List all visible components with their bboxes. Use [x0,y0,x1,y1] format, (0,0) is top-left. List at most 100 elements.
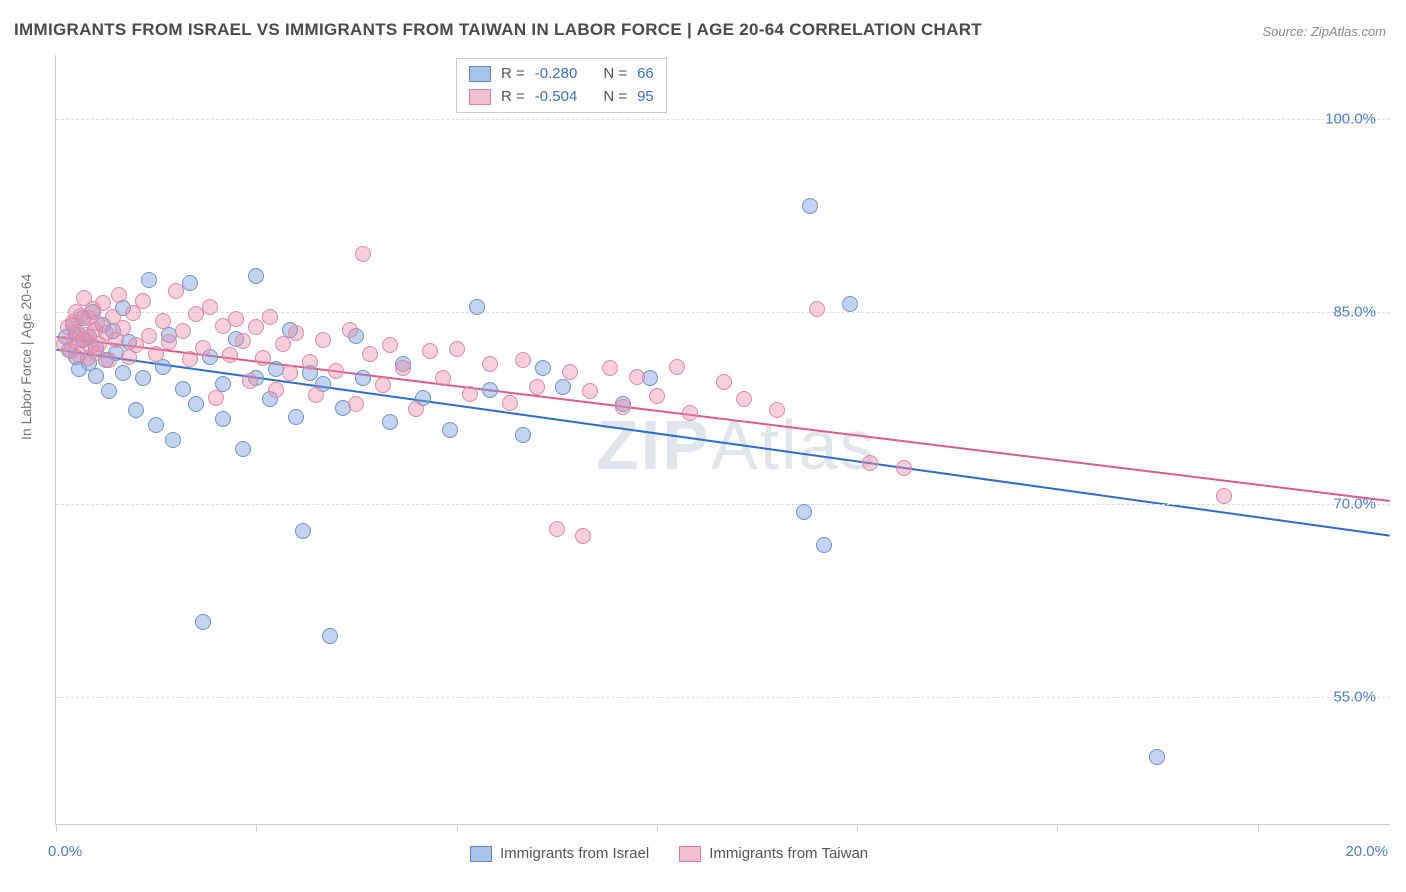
data-point [395,360,411,376]
r-label: R = [501,63,525,86]
correlation-legend: R = -0.280 N = 66 R = -0.504 N = 95 [456,58,667,113]
swatch-israel [470,846,492,862]
data-point [295,523,311,539]
data-point [362,346,378,362]
data-point [802,198,818,214]
r-label: R = [501,86,525,109]
data-point [408,401,424,417]
data-point [161,334,177,350]
x-tick [1258,824,1259,832]
r-value-israel: -0.280 [535,63,578,86]
source-attribution: Source: ZipAtlas.com [1262,24,1386,39]
data-point [315,332,331,348]
data-point [101,352,117,368]
data-point [268,382,284,398]
data-point [816,537,832,553]
y-tick-label: 100.0% [1325,111,1376,128]
legend-row-taiwan: R = -0.504 N = 95 [469,86,654,109]
data-point [222,347,238,363]
data-point [549,521,565,537]
r-value-taiwan: -0.504 [535,86,578,109]
data-point [308,387,324,403]
legend-item-israel: Immigrants from Israel [470,845,649,862]
data-point [195,340,211,356]
data-point [348,396,364,412]
data-point [435,370,451,386]
y-axis-label: In Labor Force | Age 20-64 [18,274,34,440]
data-point [202,299,218,315]
x-tick [256,824,257,832]
data-point [128,402,144,418]
data-point [842,296,858,312]
data-point [141,328,157,344]
data-point [562,364,578,380]
data-point [682,405,698,421]
n-value-taiwan: 95 [637,86,654,109]
data-point [115,320,131,336]
data-point [302,354,318,370]
x-tick [56,824,57,832]
data-point [175,323,191,339]
data-point [322,628,338,644]
chart-container: IMMIGRANTS FROM ISRAEL VS IMMIGRANTS FRO… [0,0,1406,892]
data-point [95,295,111,311]
data-point [615,399,631,415]
data-point [355,246,371,262]
data-point [1149,749,1165,765]
data-point [862,455,878,471]
data-point [602,360,618,376]
data-point [482,382,498,398]
data-point [1216,488,1232,504]
gridline [56,312,1390,313]
data-point [482,356,498,372]
data-point [469,299,485,315]
data-point [575,528,591,544]
data-point [535,360,551,376]
data-point [215,411,231,427]
data-point [175,381,191,397]
data-point [355,370,371,386]
x-tick [657,824,658,832]
data-point [288,325,304,341]
trend-lines [56,55,1390,824]
x-tick [857,824,858,832]
data-point [769,402,785,418]
data-point [155,313,171,329]
data-point [809,301,825,317]
data-point [141,272,157,288]
series-name-taiwan: Immigrants from Taiwan [709,845,868,862]
data-point [135,293,151,309]
data-point [168,283,184,299]
gridline [56,697,1390,698]
x-tick-min: 0.0% [48,843,82,860]
swatch-israel [469,66,491,82]
data-point [422,343,438,359]
data-point [442,422,458,438]
data-point [228,311,244,327]
data-point [669,359,685,375]
data-point [629,369,645,385]
legend-row-israel: R = -0.280 N = 66 [469,63,654,86]
chart-title: IMMIGRANTS FROM ISRAEL VS IMMIGRANTS FRO… [14,20,982,40]
data-point [248,319,264,335]
data-point [649,388,665,404]
y-tick-label: 70.0% [1333,496,1376,513]
data-point [255,350,271,366]
data-point [148,346,164,362]
n-value-israel: 66 [637,63,654,86]
data-point [248,268,264,284]
data-point [88,368,104,384]
data-point [796,504,812,520]
data-point [111,287,127,303]
data-point [115,365,131,381]
x-tick-max: 20.0% [1345,843,1388,860]
data-point [529,379,545,395]
gridline [56,504,1390,505]
n-label: N = [603,86,627,109]
data-point [135,370,151,386]
plot-area: ZIPAtlas R = -0.280 N = 66 R = -0.504 N … [55,55,1390,825]
data-point [736,391,752,407]
data-point [188,396,204,412]
data-point [716,374,732,390]
data-point [502,395,518,411]
